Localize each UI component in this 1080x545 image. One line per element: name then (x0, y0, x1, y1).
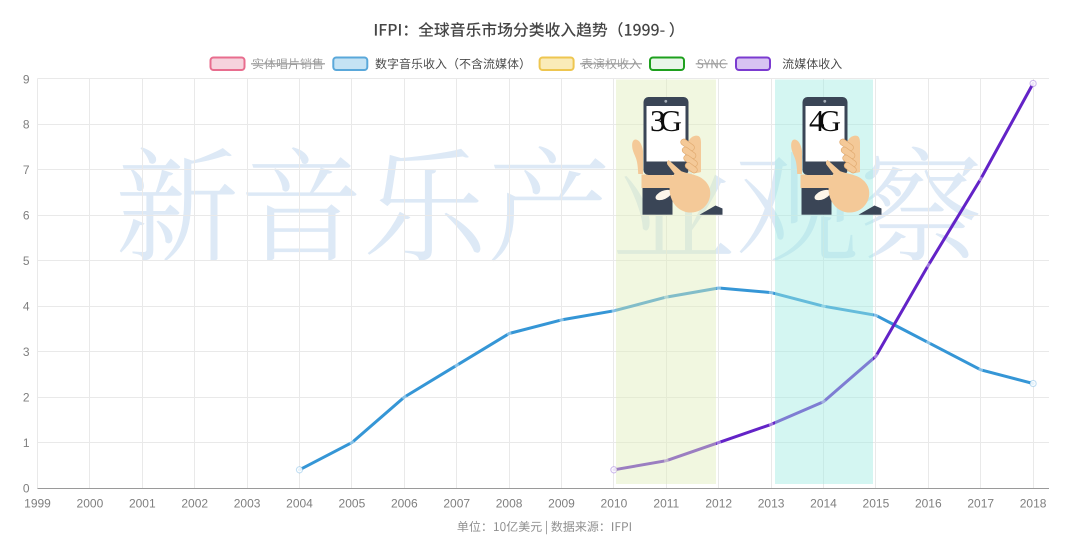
svg-text:7: 7 (23, 163, 30, 177)
svg-text:2009: 2009 (548, 497, 575, 511)
svg-text:2017: 2017 (967, 497, 994, 511)
svg-text:2012: 2012 (705, 497, 732, 511)
svg-text:2007: 2007 (443, 497, 470, 511)
svg-text:2003: 2003 (234, 497, 261, 511)
svg-text:3: 3 (23, 345, 30, 359)
svg-text:2008: 2008 (496, 497, 523, 511)
svg-text:2015: 2015 (863, 497, 890, 511)
svg-text:2014: 2014 (810, 497, 837, 511)
svg-text:4G: 4G (809, 103, 841, 138)
svg-text:1: 1 (23, 436, 30, 450)
svg-text:2010: 2010 (601, 497, 628, 511)
svg-text:5: 5 (23, 254, 30, 268)
svg-text:2002: 2002 (181, 497, 208, 511)
svg-text:6: 6 (23, 209, 30, 223)
svg-text:8: 8 (23, 118, 30, 132)
svg-text:2: 2 (23, 390, 30, 404)
svg-text:0: 0 (23, 481, 30, 495)
svg-text:3G: 3G (650, 103, 682, 138)
svg-text:2006: 2006 (391, 497, 418, 511)
svg-text:2013: 2013 (758, 497, 785, 511)
svg-text:2001: 2001 (129, 497, 156, 511)
svg-text:2011: 2011 (653, 497, 679, 511)
svg-text:2000: 2000 (77, 497, 104, 511)
svg-text:2004: 2004 (286, 497, 313, 511)
svg-text:2018: 2018 (1020, 497, 1047, 511)
svg-text:1999: 1999 (24, 497, 51, 511)
svg-text:4: 4 (23, 300, 30, 314)
svg-text:2016: 2016 (915, 497, 942, 511)
svg-text:2005: 2005 (339, 497, 366, 511)
svg-text:9: 9 (23, 72, 30, 86)
